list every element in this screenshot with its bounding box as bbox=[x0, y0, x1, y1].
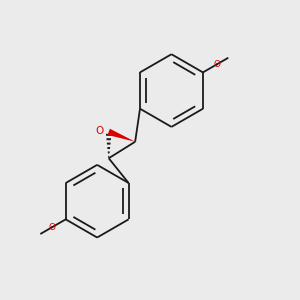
Polygon shape bbox=[108, 152, 110, 153]
Text: O: O bbox=[213, 60, 220, 69]
Polygon shape bbox=[107, 147, 110, 149]
Polygon shape bbox=[108, 129, 135, 142]
Text: O: O bbox=[95, 126, 104, 136]
Polygon shape bbox=[108, 156, 109, 158]
Polygon shape bbox=[106, 134, 112, 136]
Polygon shape bbox=[107, 142, 111, 145]
Text: O: O bbox=[49, 223, 56, 232]
Polygon shape bbox=[106, 138, 111, 140]
